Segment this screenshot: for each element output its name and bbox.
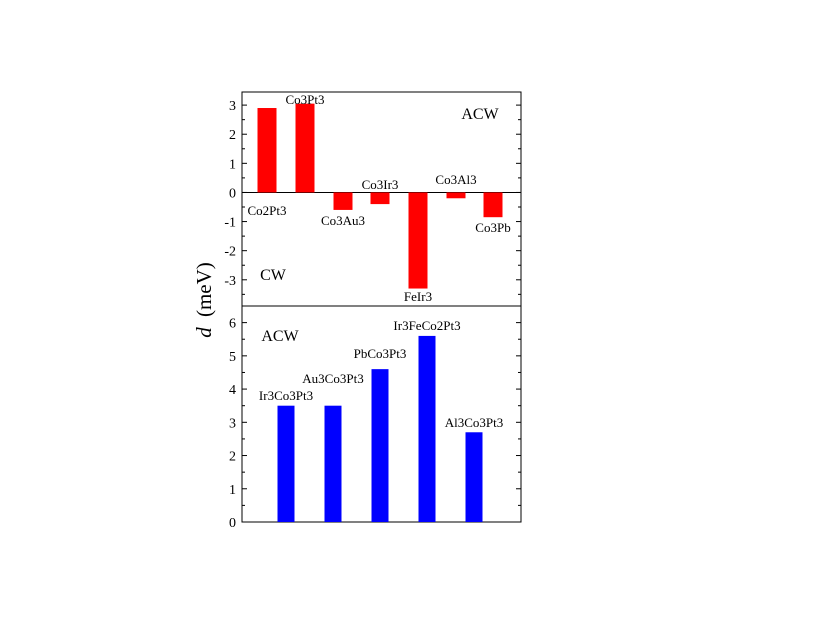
bar-pbco3pt3 (371, 369, 389, 522)
annotation-acw: ACW (261, 328, 299, 345)
y-tick-label: 1 (229, 157, 236, 172)
bar-label: Ir3Co3Pt3 (259, 388, 313, 403)
bar-co3pt3 (295, 103, 315, 193)
bar-label: Co3Pt3 (285, 92, 324, 107)
bar-co3au3 (333, 192, 353, 210)
bar-au3co3pt3 (324, 405, 342, 522)
bar-label: Ir3FeCo2Pt3 (393, 318, 460, 333)
bar-label: Au3Co3Pt3 (302, 371, 363, 386)
y-tick-label: -3 (224, 274, 236, 289)
y-tick-label: 2 (229, 450, 236, 465)
bar-ir3co3pt3 (277, 405, 295, 522)
y-axis-label: d (meV) (192, 262, 216, 338)
svg-text:d (meV): d (meV) (192, 262, 216, 338)
y-tick-label: 0 (229, 186, 236, 201)
y-axis-label-unit: (meV) (192, 262, 216, 317)
y-tick-label: 4 (229, 383, 236, 398)
y-tick-label: 3 (229, 416, 236, 431)
y-tick-label: 5 (229, 350, 236, 365)
y-tick-label: 3 (229, 99, 236, 114)
bar-label: FeIr3 (404, 289, 432, 304)
bottom-panel: 0 1 2 3 4 5 6 Ir3Co3Pt3 Au3Co3Pt3 PbCo3Pt3 Ir3FeCo… (229, 305, 522, 531)
y-tick-label: 1 (229, 483, 236, 498)
bar-co3pb (483, 192, 503, 218)
bar-label: Co3Al3 (435, 172, 476, 187)
y-tick-label: -1 (224, 216, 236, 231)
bar-feir3 (408, 192, 428, 289)
annotation-acw: ACW (461, 106, 499, 123)
bar-ir3feco2pt3 (418, 335, 436, 522)
annotation-cw: CW (260, 267, 287, 284)
bar-label: Al3Co3Pt3 (445, 415, 504, 430)
y-axis-label-symbol: d (192, 327, 216, 338)
bar-label: Co3Au3 (321, 213, 365, 228)
y-tick-label: 6 (229, 317, 236, 332)
bar-label: Co3Pb (475, 220, 510, 235)
bar-co3ir3 (370, 192, 390, 205)
y-tick-label: 0 (229, 516, 236, 531)
bar-al3co3pt3 (465, 432, 483, 522)
top-panel: -3 -2 -1 0 1 2 3 Co2Pt3 Co3Pt3 Co3Au3 Co3Ir3 FeIr3 C… (224, 91, 522, 307)
bar-label: PbCo3Pt3 (354, 346, 407, 361)
y-tick-label: -2 (224, 245, 236, 260)
bar-label: Co3Ir3 (362, 177, 399, 192)
bar-label: Co2Pt3 (247, 203, 286, 218)
bar-co2pt3 (257, 108, 277, 193)
bar-co3al3 (446, 192, 466, 199)
y-tick-label: 2 (229, 128, 236, 143)
